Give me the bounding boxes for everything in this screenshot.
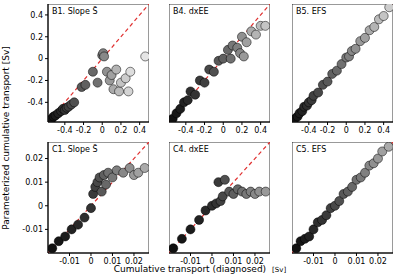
html-text:B1. Slope S̃: B1. Slope S̃ — [52, 7, 98, 16]
svg-text:0.01: 0.01 — [348, 257, 366, 266]
svg-text:-0.01: -0.01 — [22, 225, 43, 234]
svg-text:0.4: 0.4 — [133, 126, 146, 135]
svg-text:0.02: 0.02 — [25, 154, 43, 163]
svg-text:-0.01: -0.01 — [59, 257, 80, 266]
svg-text:0.4: 0.4 — [30, 11, 43, 20]
svg-text:-0.2: -0.2 — [320, 126, 336, 135]
html-text:C4. dxEE: C4. dxEE — [173, 145, 209, 154]
svg-text:0: 0 — [38, 202, 43, 211]
svg-text:0.02: 0.02 — [369, 257, 387, 266]
svg-text:0.4: 0.4 — [377, 126, 390, 135]
html-text:Cumulative transport (diagnose: Cumulative transport (diagnosed) — [113, 264, 267, 274]
svg-text:-0.4: -0.4 — [27, 98, 43, 107]
svg-text:0.4: 0.4 — [254, 126, 267, 135]
svg-text:0: 0 — [209, 256, 215, 266]
svg-text:0.2: 0.2 — [115, 126, 128, 135]
html-text:Parameterized cumulative trans: Parameterized cumulative transport [Sv] — [1, 46, 11, 230]
svg-text:0: 0 — [38, 54, 43, 63]
svg-text:-0.4: -0.4 — [301, 126, 317, 135]
svg-text:-0.01: -0.01 — [303, 257, 324, 266]
svg-text:-0.2: -0.2 — [197, 126, 213, 135]
svg-text:0: 0 — [332, 257, 337, 266]
svg-text:-0.2: -0.2 — [76, 126, 92, 135]
svg-text:0: 0 — [100, 126, 105, 135]
svg-text:-0.4: -0.4 — [178, 126, 194, 135]
svg-text:0.01: 0.01 — [25, 178, 43, 187]
svg-text:-0.01: -0.01 — [180, 256, 201, 266]
html-text:0.01 0.02: 0.01 0.02 — [224, 256, 264, 266]
svg-text:0.2: 0.2 — [30, 33, 43, 42]
html-text:C5. EFS: C5. EFS — [296, 145, 327, 154]
html-text:0.01 0.02: 0.01 0.02 — [103, 256, 143, 266]
html-text:C1. Slope S̃: C1. Slope S̃ — [52, 145, 98, 154]
html-text:B4. dxEE: B4. dxEE — [173, 7, 209, 16]
svg-text:0: 0 — [88, 257, 93, 266]
svg-text:0: 0 — [221, 126, 226, 135]
svg-text:0.2: 0.2 — [359, 126, 372, 135]
svg-text:0.2: 0.2 — [236, 126, 249, 135]
html-text:B5. EFS: B5. EFS — [296, 7, 327, 16]
html-text:[Sv]: [Sv] — [272, 266, 287, 274]
svg-text:0: 0 — [344, 126, 349, 135]
svg-text:-0.2: -0.2 — [27, 76, 43, 85]
svg-text:-0.4: -0.4 — [57, 126, 73, 135]
